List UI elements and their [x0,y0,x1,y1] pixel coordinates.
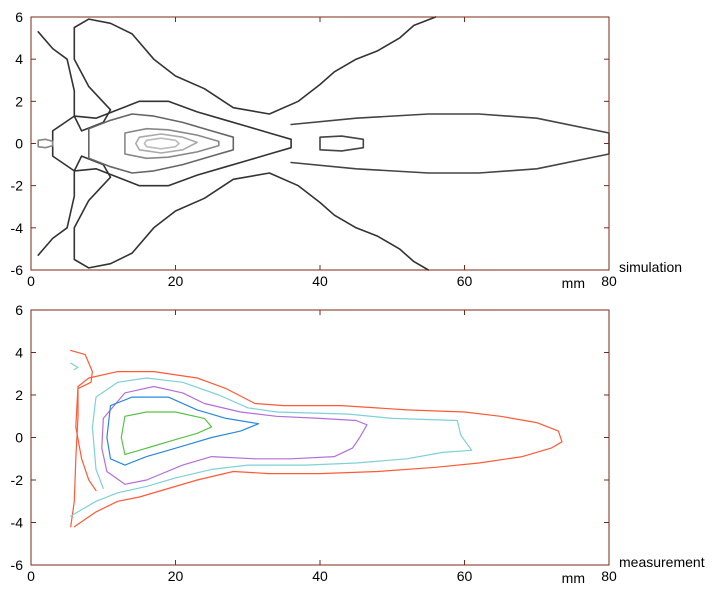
contour-line-simulation-2 [51,100,292,187]
y-tick-label: 4 [15,345,23,361]
y-tick-label: -6 [11,557,24,573]
x-tick-label: 40 [312,568,328,584]
contour-line-simulation-1 [37,155,430,271]
y-tick-label: 0 [15,430,23,446]
y-tick-label: 4 [15,51,23,67]
contour-line-measurement-0 [70,349,93,528]
x-axis-label: mm [562,570,585,586]
y-tick-label: 0 [15,136,23,152]
contour-line-simulation-7 [135,133,198,154]
y-tick-label: -2 [11,472,24,488]
y-tick-label: -2 [11,178,24,194]
y-tick-label: 2 [15,93,23,109]
x-tick-label: 40 [312,273,328,289]
contour-line-measurement-5 [120,411,213,456]
contour-line-measurement-2 [70,377,473,517]
contour-line-measurement-1 [73,371,563,528]
contour-line-simulation-8 [143,137,180,150]
x-tick-label: 60 [457,273,473,289]
contour-line-simulation-5 [88,113,235,174]
contour-line-measurement-6 [70,362,79,371]
contour-line-measurement-4 [106,396,260,466]
x-tick-label: 20 [168,273,184,289]
contour-line-simulation-4 [319,135,365,152]
contour-line-simulation-6 [124,127,220,160]
x-tick-label: 0 [27,568,35,584]
x-tick-label: 80 [601,568,617,584]
panel-label-simulation: simulation [619,259,682,275]
y-tick-label: -4 [11,515,24,531]
x-tick-label: 0 [27,273,35,289]
x-tick-label: 60 [457,568,473,584]
y-tick-label: 6 [15,9,23,25]
plot-frame-measurement [30,309,610,566]
y-tick-label: -6 [11,262,24,278]
x-tick-label: 20 [168,568,184,584]
contour-line-measurement-3 [101,385,368,485]
x-axis-label: mm [562,275,585,291]
x-tick-label: 80 [601,273,617,289]
contour-line-simulation-3 [290,113,610,174]
contour-line-simulation-9 [37,138,54,149]
y-tick-label: 2 [15,387,23,403]
contour-line-simulation-0 [37,16,437,132]
panel-label-measurement: measurement [619,554,705,570]
y-tick-label: -4 [11,220,24,236]
y-tick-label: 6 [15,302,23,318]
